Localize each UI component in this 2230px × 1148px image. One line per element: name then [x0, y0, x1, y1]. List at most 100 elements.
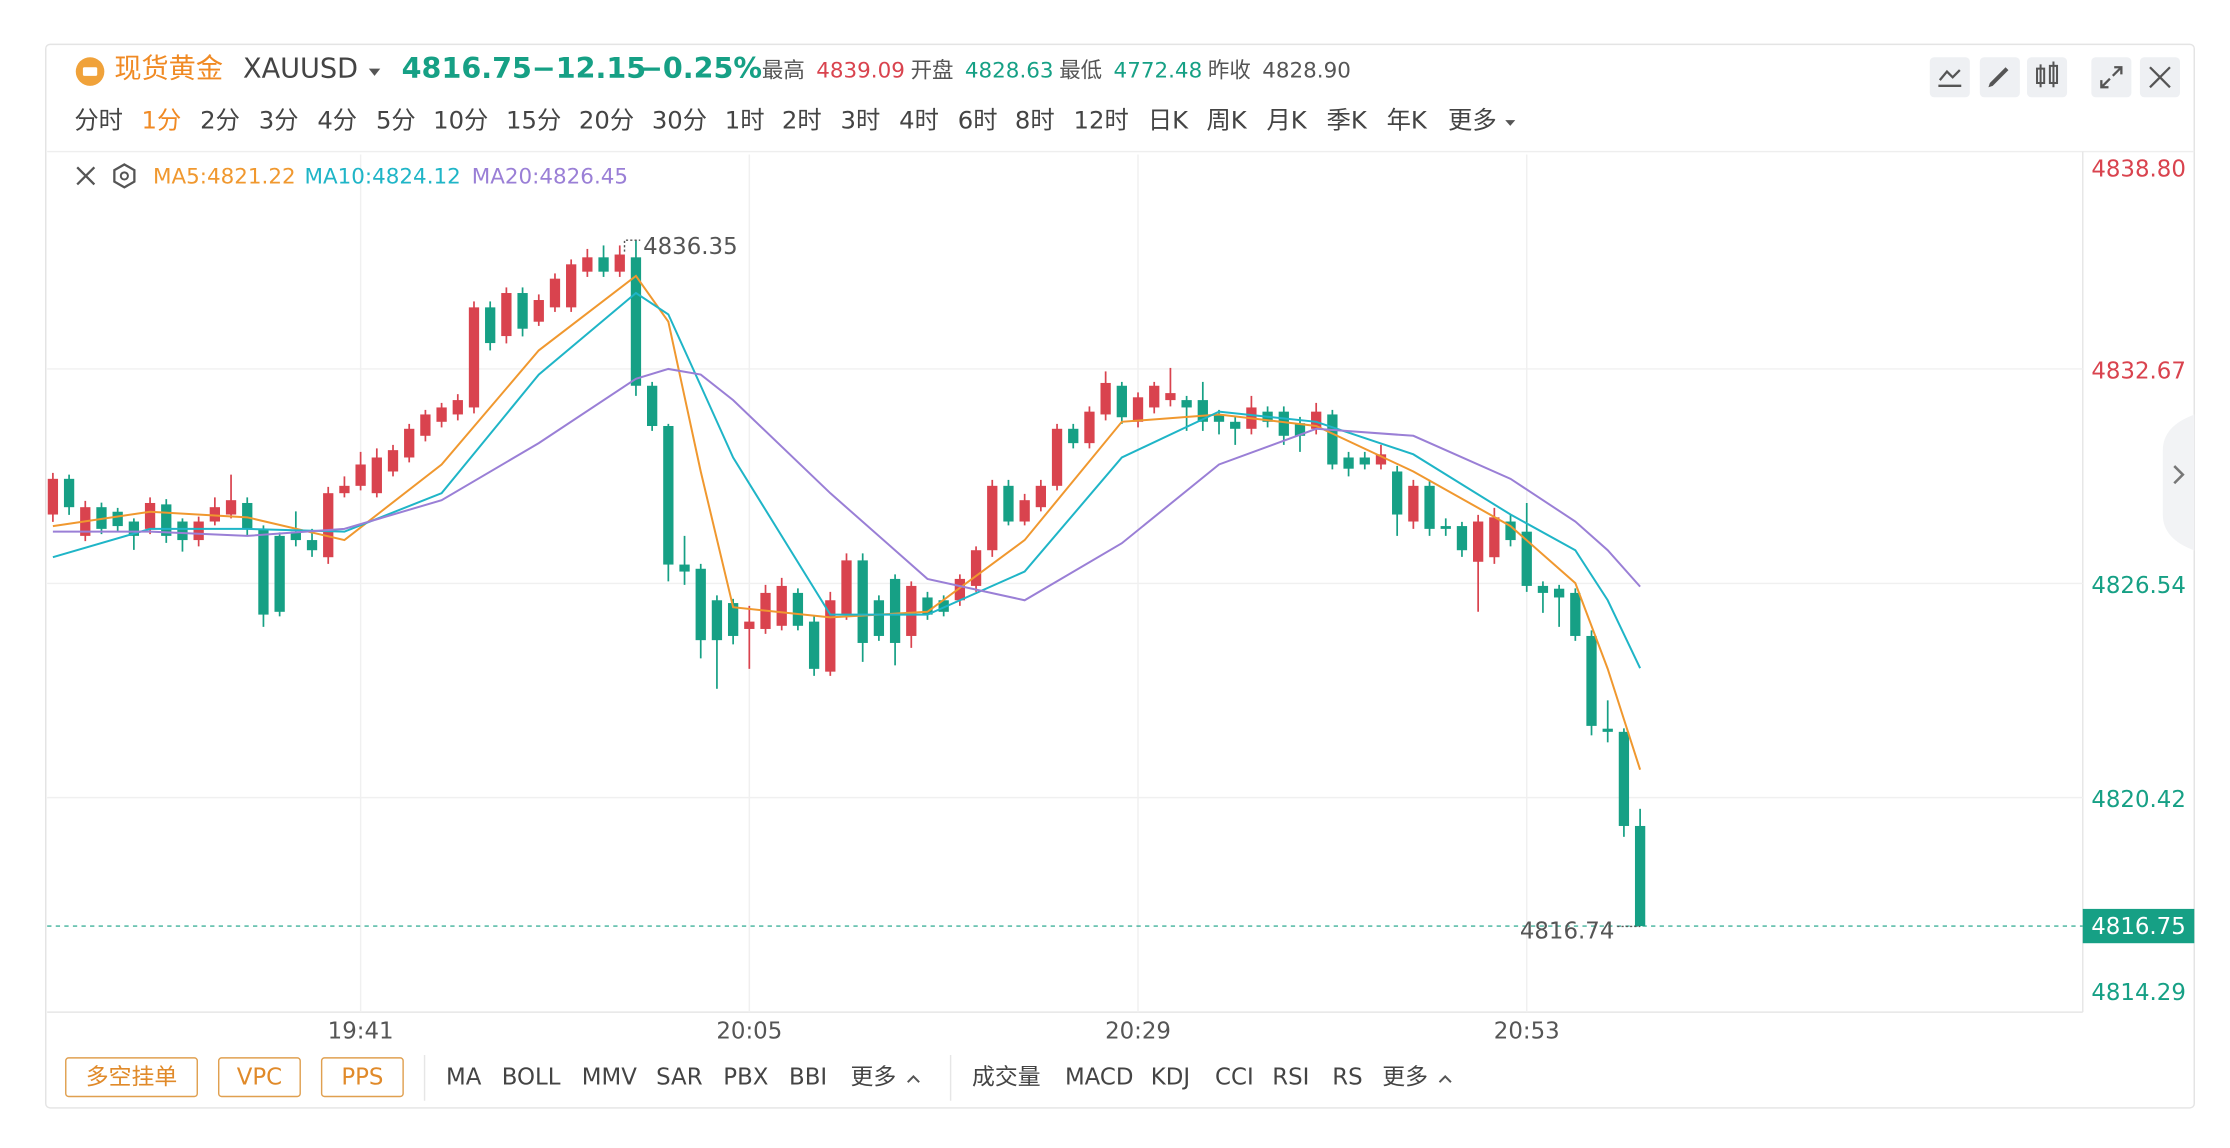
- y-tick-label: 4832.67: [2091, 358, 2186, 384]
- candle-body: [290, 531, 301, 541]
- high-label: 4836.35: [643, 234, 738, 260]
- tool-button[interactable]: [1929, 57, 1970, 98]
- indicator-tab[interactable]: RS: [1332, 1064, 1362, 1090]
- interval-tab[interactable]: 15分: [506, 106, 561, 135]
- last-price-label: 4816.75: [2091, 914, 2186, 940]
- interval-tab[interactable]: 月K: [1267, 106, 1308, 135]
- stat-value: 4772.48: [1114, 59, 1203, 84]
- interval-tab[interactable]: 4分: [317, 106, 357, 135]
- candle-body: [161, 504, 172, 536]
- interval-tab[interactable]: 2时: [782, 106, 822, 135]
- interval-tab[interactable]: 8时: [1015, 106, 1055, 135]
- candle-body: [679, 564, 690, 572]
- interval-tab[interactable]: 12时: [1074, 106, 1129, 135]
- candle-body: [1359, 457, 1370, 465]
- indicator-button-label: VPC: [237, 1064, 282, 1090]
- price-change: −12.15: [532, 51, 646, 85]
- candle-body: [193, 521, 204, 541]
- side-panel-toggle[interactable]: [2162, 414, 2195, 551]
- tool-button[interactable]: [2091, 57, 2132, 98]
- candle-body: [1165, 393, 1176, 401]
- interval-tab[interactable]: 30分: [652, 106, 707, 135]
- indicator-bar: 多空挂单 VPC PPS MA BOLL MMV SAR PBX BBI 更多 成交量 MACD KDJ…: [65, 1055, 1452, 1101]
- symbol-dropdown[interactable]: [368, 68, 381, 76]
- interval-tab[interactable]: 1分: [142, 106, 182, 135]
- indicator-tab[interactable]: RSI: [1272, 1064, 1309, 1090]
- indicator-tab[interactable]: PBX: [723, 1064, 768, 1090]
- interval-tab[interactable]: 4时: [899, 106, 939, 135]
- indicator-tab[interactable]: BBI: [789, 1064, 827, 1090]
- indicator-tab[interactable]: CCI: [1215, 1064, 1254, 1090]
- candle-body: [1473, 521, 1484, 562]
- candle-body: [1392, 471, 1403, 515]
- interval-tab[interactable]: 1时: [725, 106, 765, 135]
- indicator-tab[interactable]: SAR: [656, 1064, 703, 1090]
- indicator-tab[interactable]: 成交量: [972, 1064, 1041, 1090]
- candle-body: [1602, 728, 1613, 732]
- candle-body: [1489, 517, 1500, 558]
- toolbar: [1929, 57, 2180, 98]
- interval-tab[interactable]: 3时: [841, 106, 881, 135]
- candle-body: [387, 450, 399, 472]
- candle-body: [306, 540, 318, 551]
- expand-arrow: [1438, 1075, 1452, 1083]
- candle-body: [873, 600, 885, 636]
- stat-name: 昨收: [1208, 59, 1251, 84]
- candle-body: [1149, 385, 1160, 408]
- stat-value: 4828.90: [1262, 59, 1351, 84]
- interval-tab[interactable]: 分时: [74, 106, 123, 135]
- indicator-button-label: PPS: [341, 1064, 383, 1090]
- candle-body: [1019, 500, 1030, 522]
- indicator-tab[interactable]: KDJ: [1151, 1064, 1190, 1090]
- instrument-symbol[interactable]: XAUUSD: [243, 54, 358, 85]
- dropdown-arrow: [1505, 120, 1516, 126]
- candle-body: [1521, 531, 1532, 586]
- indicator-button[interactable]: [320, 1057, 404, 1098]
- interval-tab[interactable]: 日K: [1148, 106, 1189, 135]
- tool-button[interactable]: [2027, 57, 2068, 98]
- interval-tab[interactable]: 3分: [259, 106, 299, 135]
- candle-body: [1197, 400, 1208, 422]
- candle-body: [938, 600, 949, 612]
- indicator-settings[interactable]: [113, 163, 136, 189]
- legend-entries: MA5:4821.22 MA10:4824.12 MA20:4826.45: [153, 164, 628, 189]
- candle-body: [533, 300, 544, 322]
- candle-body: [1375, 454, 1387, 465]
- candle-body: [727, 603, 739, 636]
- candle-body: [711, 600, 723, 641]
- candle-body: [566, 264, 577, 308]
- interval-tab[interactable]: 季K: [1327, 106, 1368, 135]
- candle-body: [776, 585, 787, 626]
- candle-body: [404, 428, 415, 458]
- candle-body: [1132, 397, 1144, 422]
- indicator-tab[interactable]: MACD: [1065, 1064, 1134, 1090]
- interval-tab[interactable]: 年K: [1387, 106, 1428, 135]
- indicator-button[interactable]: [65, 1057, 198, 1098]
- hide-indicator[interactable]: [76, 166, 96, 186]
- stat-name: 最低: [1059, 59, 1102, 84]
- candle-body: [744, 621, 755, 629]
- plot: 4816.75 4836.35 4816.74: [47, 234, 2195, 945]
- indicator-tab[interactable]: 更多: [1382, 1064, 1428, 1090]
- indicator-tab[interactable]: MMV: [582, 1064, 637, 1090]
- interval-tab[interactable]: 2分: [200, 106, 240, 135]
- interval-tab[interactable]: 6时: [958, 106, 998, 135]
- indicator-tab[interactable]: MA: [446, 1064, 482, 1090]
- candle-body: [485, 307, 496, 344]
- interval-tab[interactable]: 10分: [433, 106, 488, 135]
- stat-value: 4839.09: [816, 59, 905, 84]
- tool-icon: [2100, 66, 2123, 89]
- interval-tab[interactable]: 5分: [376, 106, 416, 135]
- indicator-tab[interactable]: BOLL: [502, 1064, 561, 1090]
- indicator-tab[interactable]: 更多: [851, 1064, 897, 1090]
- interval-tab[interactable]: 更多: [1448, 106, 1497, 135]
- last-price-tag: [2082, 908, 2195, 944]
- candle-body: [1181, 400, 1192, 408]
- indicator-button[interactable]: [217, 1057, 301, 1098]
- candle-body: [47, 478, 59, 515]
- candle-body: [906, 585, 917, 636]
- interval-tab[interactable]: 周K: [1206, 106, 1247, 135]
- interval-tab[interactable]: 20分: [579, 106, 634, 135]
- candle-body: [857, 560, 868, 643]
